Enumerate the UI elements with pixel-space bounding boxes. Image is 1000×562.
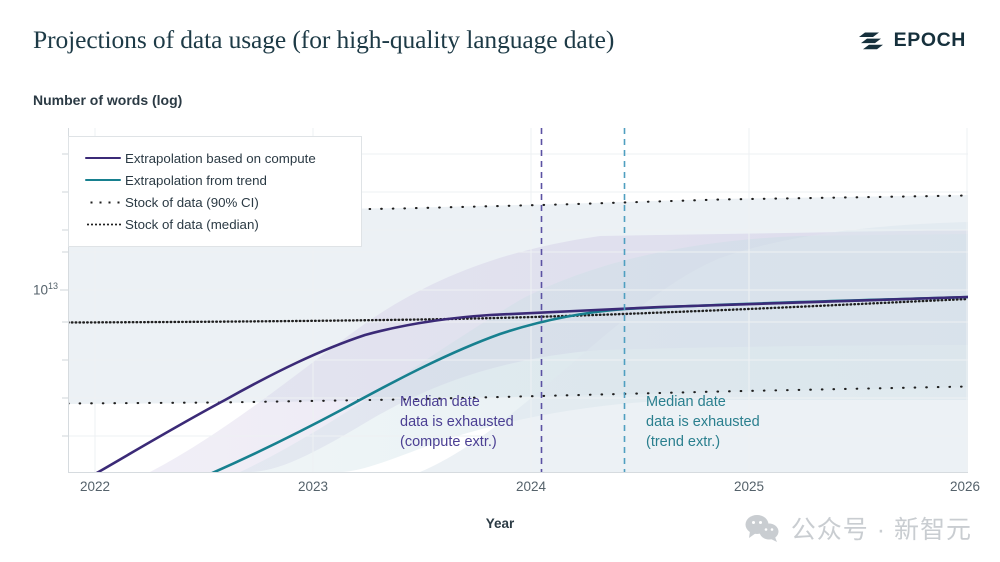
legend-label-stock-median: Stock of data (median) xyxy=(125,216,259,232)
epoch-slashes-logo-icon xyxy=(858,32,883,49)
stock-ci-lower-line xyxy=(68,385,968,405)
legend-label-compute: Extrapolation based on compute xyxy=(125,150,316,166)
legend-swatch-compute-line-icon xyxy=(81,156,125,160)
annotation-median-date-trend: Median date data is exhausted (trend ext… xyxy=(646,394,760,450)
x-tick-label-2026: 2026 xyxy=(949,479,981,494)
stock-median-line xyxy=(68,297,968,324)
wechat-watermark: 公众号 · 新智元 xyxy=(745,510,972,546)
legend-swatch-dense-dots-icon xyxy=(81,222,125,226)
y-tick-exponent: 13 xyxy=(48,281,59,291)
x-axis-label: Year xyxy=(485,516,515,531)
right-fill-band xyxy=(420,222,968,472)
x-tick-label-2023: 2023 xyxy=(297,479,329,494)
y-axis-minor-ticks xyxy=(60,153,68,437)
compute-extrapolation-line xyxy=(95,295,968,472)
x-tick-label-2025: 2025 xyxy=(733,479,765,494)
epoch-brand: EPOCH xyxy=(858,29,966,52)
legend-label-trend: Extrapolation from trend xyxy=(125,172,267,188)
legend-swatch-trend-line-icon xyxy=(81,178,125,182)
legend-label-stock-ci: Stock of data (90% CI) xyxy=(125,194,259,210)
epoch-brand-name: EPOCH xyxy=(893,29,966,51)
legend-item-trend: Extrapolation from trend xyxy=(81,169,349,191)
wechat-bubble-icon xyxy=(745,515,779,542)
legend-swatch-sparse-dots-icon xyxy=(81,200,125,204)
x-tick-label-2022: 2022 xyxy=(79,479,111,494)
annotation-median-date-compute: Median date data is exhausted (compute e… xyxy=(400,394,514,450)
x-tick-label-2024: 2024 xyxy=(515,479,547,494)
y-tick-base: 10 xyxy=(33,282,49,298)
legend-item-stock-median: Stock of data (median) xyxy=(81,213,349,235)
legend-item-stock-ci: Stock of data (90% CI) xyxy=(81,191,349,213)
y-tick-label-1e13: 1013 xyxy=(33,281,58,298)
watermark-text: 公众号 · 新智元 xyxy=(790,516,972,544)
y-axis-label: Number of words (log) xyxy=(33,92,183,108)
page-title: Projections of data usage (for high-qual… xyxy=(33,25,615,54)
chart-legend: Extrapolation based on compute Extrapola… xyxy=(68,136,362,247)
legend-item-compute: Extrapolation based on compute xyxy=(81,147,349,169)
